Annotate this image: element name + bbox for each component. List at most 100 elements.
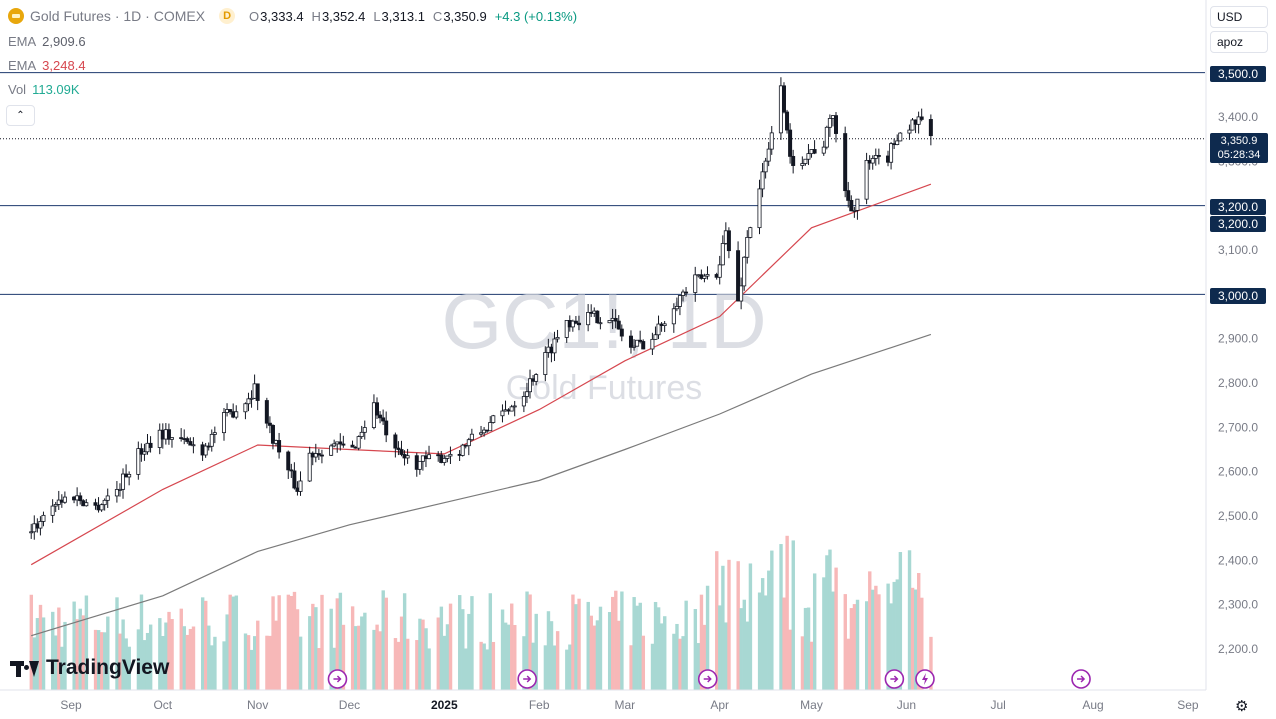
volume-bar	[329, 608, 333, 690]
forward-event-icon[interactable]	[884, 669, 905, 689]
candle	[628, 330, 633, 354]
candle-body	[417, 460, 422, 470]
candle	[479, 425, 484, 437]
candle-body	[84, 502, 89, 507]
candle	[864, 152, 869, 205]
price-tick-label: 2,900.0	[1218, 332, 1258, 346]
candle-body	[399, 449, 404, 455]
volume-bar	[663, 616, 667, 690]
candle-body	[760, 171, 765, 190]
volume-bar	[127, 646, 131, 690]
candle-body	[38, 521, 43, 529]
price-tick-label: 2,700.0	[1218, 420, 1258, 434]
watermark-name: Gold Futures	[506, 369, 703, 407]
candle-body	[824, 126, 829, 148]
ema-fast-legend[interactable]: EMA 3,248.4	[8, 58, 86, 73]
forward-event-icon[interactable]	[697, 669, 718, 689]
candle	[671, 303, 676, 333]
candle-body	[307, 452, 312, 482]
candle	[928, 114, 933, 146]
time-tick-label: Aug	[1082, 698, 1103, 712]
volume-bar	[614, 590, 618, 690]
candle	[849, 195, 854, 212]
candle	[378, 411, 383, 424]
volume-bar	[791, 540, 795, 690]
volume-bar	[277, 595, 281, 690]
price-tick-label: 3,400.0	[1218, 110, 1258, 124]
candle	[319, 449, 324, 464]
time-axis[interactable]: Sep Oct Nov Dec 2025 Feb Mar Apr May Jun Jul Aug Sep	[0, 689, 1206, 712]
price-axis[interactable]: 2,200.0 2,300.0 2,400.0 2,500.0 2,600.0 2,700…	[1205, 0, 1276, 719]
candle-body	[350, 444, 355, 448]
candle-body	[821, 146, 826, 154]
candle	[846, 181, 851, 208]
volume-bar	[439, 606, 444, 690]
volume-bar	[442, 635, 447, 690]
volume-bar	[320, 594, 324, 690]
candle	[466, 437, 471, 456]
candle	[534, 373, 539, 386]
candle	[264, 397, 269, 429]
price-tick-label: 3,100.0	[1218, 243, 1258, 257]
candle	[717, 255, 722, 285]
volume-bar	[93, 629, 98, 690]
volume-bar	[396, 641, 401, 690]
volume-bar	[788, 629, 792, 690]
time-tick-label: Jun	[897, 698, 916, 712]
candle-body	[781, 85, 786, 113]
gear-icon[interactable]: ⚙	[1235, 698, 1249, 715]
candle-body	[806, 153, 811, 160]
volume-bar	[513, 625, 517, 690]
level-tag-3000: 3,000.0	[1210, 288, 1266, 304]
volume-bar	[745, 621, 750, 690]
volume-bar	[317, 648, 321, 690]
candle-body	[595, 310, 600, 324]
forward-event-icon[interactable]	[517, 669, 537, 689]
volume-bar	[907, 550, 912, 690]
ema-slow-legend[interactable]: EMA 2,909.6	[8, 34, 86, 49]
candle-body	[576, 322, 581, 326]
candle	[341, 435, 346, 448]
candle-body	[292, 470, 297, 489]
candle	[524, 382, 529, 404]
volume-bar	[528, 594, 532, 690]
volume-legend[interactable]: Vol 113.09K	[8, 82, 80, 97]
candle	[781, 82, 786, 114]
symbol-legend[interactable]: Gold Futures · 1D · COMEX D O 3,333.4 H 3,…	[8, 8, 577, 24]
volume-bar	[503, 622, 508, 690]
candle-body	[534, 374, 539, 382]
candle-body	[166, 429, 171, 440]
volume-bar	[231, 596, 235, 690]
candle	[374, 397, 379, 420]
candle	[212, 426, 217, 444]
candle	[460, 443, 465, 457]
candle-body	[873, 155, 878, 159]
candle	[99, 503, 104, 512]
watermark-symbol: GC1!, 1D	[441, 277, 766, 365]
volume-bar	[289, 595, 294, 690]
volume-bar	[200, 597, 205, 690]
candle-body	[289, 469, 294, 472]
volume-bar	[372, 629, 376, 690]
volume-bar	[659, 623, 664, 690]
candle-body	[662, 323, 667, 326]
collapse-legend-button[interactable]: ⌃	[6, 105, 35, 126]
volume-bar	[225, 614, 229, 690]
volume-bar	[715, 551, 719, 690]
event-markers[interactable]	[327, 669, 1091, 689]
candle	[855, 198, 860, 220]
candle	[228, 409, 233, 415]
scale-mode-button[interactable]: apoz	[1210, 31, 1268, 53]
volume-bar	[506, 624, 511, 690]
candle-body	[889, 143, 894, 163]
tradingview-logo[interactable]: TradingView	[10, 656, 169, 680]
flash-event-icon[interactable]	[915, 669, 935, 689]
candle-body	[757, 188, 762, 229]
candle-body	[479, 432, 484, 435]
candle-body	[898, 132, 903, 142]
forward-event-icon[interactable]	[327, 669, 348, 689]
currency-button[interactable]: USD	[1210, 6, 1268, 28]
symbol-title[interactable]: Gold Futures · 1D · COMEX	[30, 8, 206, 24]
forward-event-icon[interactable]	[1071, 669, 1091, 689]
